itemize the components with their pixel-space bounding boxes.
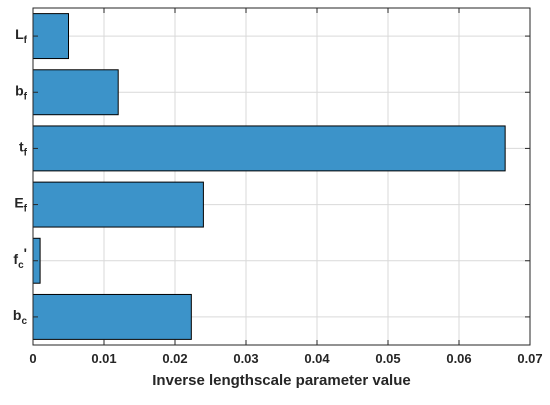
bars (32, 13, 506, 340)
x-tick-label: 0 (29, 351, 36, 366)
x-tick-label: 0.07 (517, 351, 542, 366)
category-label: Ef (14, 195, 27, 215)
x-tick-label: 0.04 (304, 351, 330, 366)
x-tick-label: 0.03 (233, 351, 258, 366)
x-tick-label: 0.05 (375, 351, 400, 366)
category-label: Lf (15, 26, 28, 46)
bar (32, 125, 506, 172)
x-axis-label: Inverse lengthscale parameter value (152, 372, 410, 389)
plot-frame (32, 7, 531, 346)
bar (32, 293, 192, 340)
bar (32, 69, 119, 116)
category-label: fc' (13, 245, 27, 271)
category-label: bf (15, 82, 28, 102)
category-label: bc (13, 307, 28, 327)
category-label: tf (19, 138, 28, 158)
x-tick-label: 0.06 (446, 351, 471, 366)
x-tick-label: 0.02 (162, 351, 187, 366)
x-tick-label: 0.01 (91, 351, 116, 366)
bar (32, 181, 204, 228)
x-ticks: 0 0.01 0.02 0.03 0.04 0.05 0.06 0.07 (29, 8, 543, 366)
bar (32, 13, 69, 60)
y-ticks: Lf bf tf Ef fc' bc (13, 26, 530, 327)
